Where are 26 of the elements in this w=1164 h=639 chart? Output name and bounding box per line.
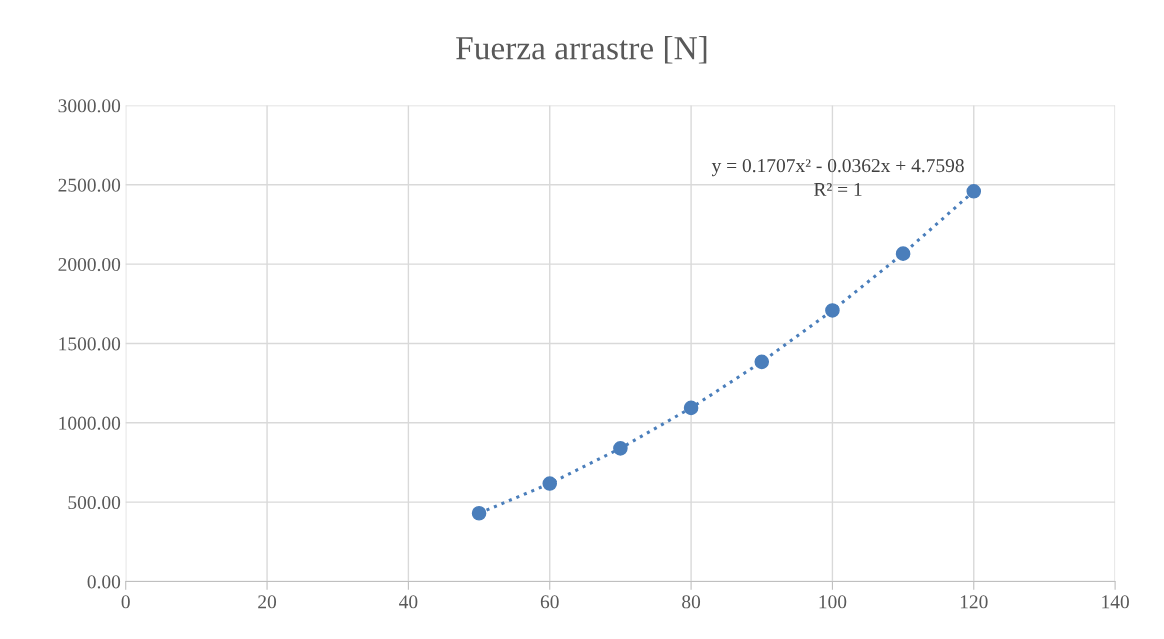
y-tick-label: 500.00: [68, 495, 121, 510]
x-tick-label: 140: [1102, 595, 1129, 609]
annotation: R² = 1: [814, 182, 862, 196]
point: [542, 476, 558, 491]
x-tick-label: 0: [121, 595, 130, 609]
y-tick-label: 1000.00: [59, 416, 121, 430]
point: [966, 184, 982, 199]
y-tick-label: 3000.00: [58, 99, 121, 113]
y-tick-label: 2000.00: [58, 257, 121, 272]
point: [754, 354, 770, 370]
x-tick-label: 100: [819, 595, 847, 609]
chart-title: Fuerza arrastre [N]: [456, 36, 707, 64]
x-tick-label: 20: [258, 595, 277, 609]
x-tick-label: 120: [960, 595, 988, 609]
x-tick-label: 60: [540, 595, 559, 609]
point: [895, 246, 911, 261]
x-tick-label: 80: [682, 595, 701, 609]
point: [683, 400, 699, 416]
annotation: y = 0.1707x² - 0.0362x + 4.7598: [711, 159, 964, 177]
point: [825, 303, 840, 318]
y-tick-label: 2500.00: [58, 178, 121, 192]
point: [471, 505, 487, 521]
y-tick-label: 0.00: [87, 575, 121, 589]
x-tick-label: 40: [399, 595, 418, 609]
point: [613, 441, 628, 456]
y-tick-label: 1500.00: [59, 337, 121, 351]
